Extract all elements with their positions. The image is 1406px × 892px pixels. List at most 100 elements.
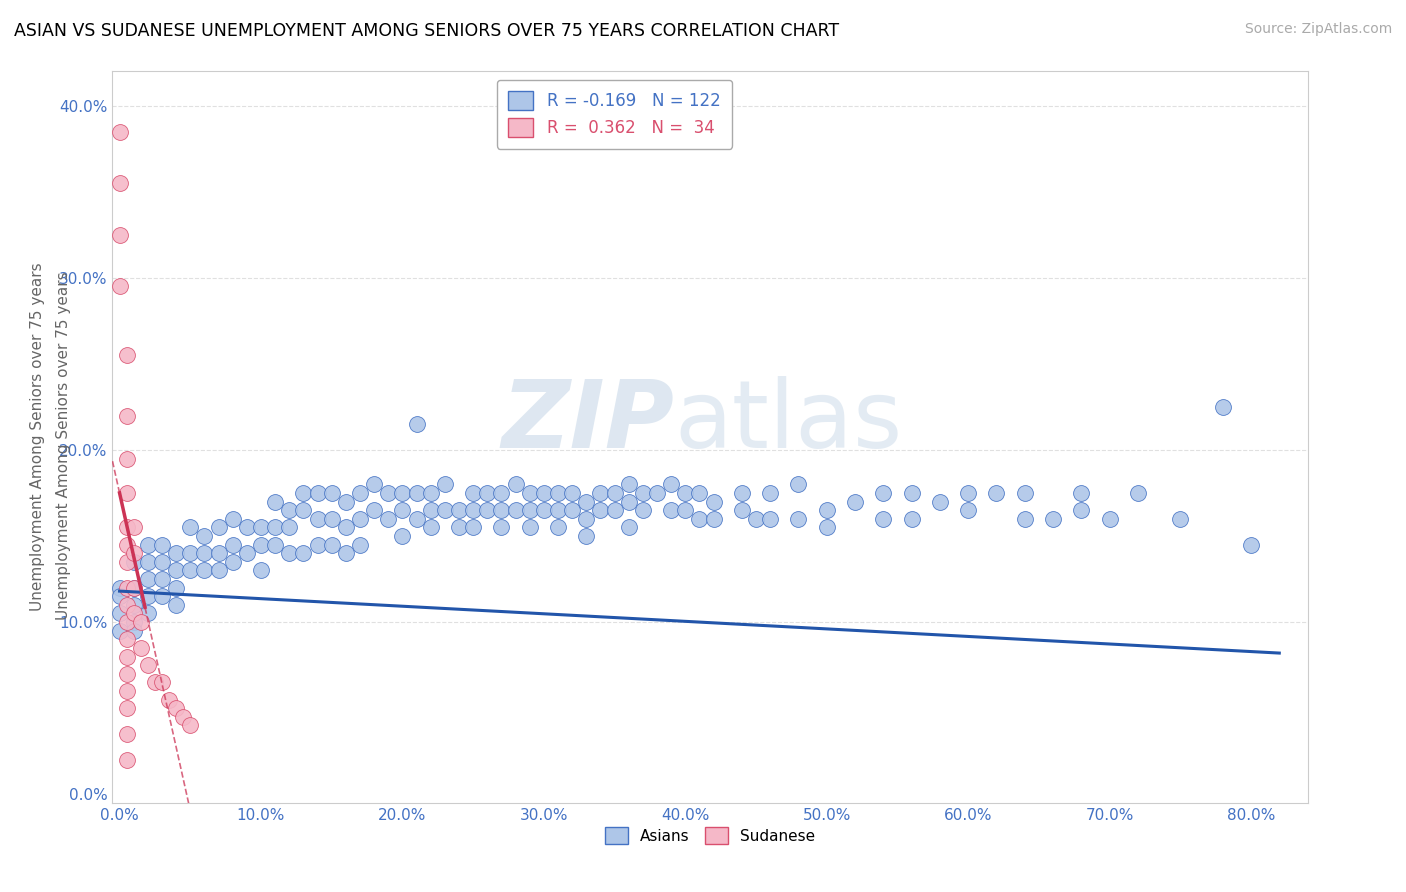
Point	[157, 692, 180, 706]
Point	[575, 512, 598, 526]
Point	[115, 727, 138, 741]
Point	[603, 486, 626, 500]
Point	[631, 486, 654, 500]
Point	[115, 451, 138, 466]
Point	[122, 520, 145, 534]
Text: atlas: atlas	[675, 376, 903, 468]
Point	[278, 546, 301, 560]
Point	[900, 486, 922, 500]
Point	[115, 701, 138, 715]
Point	[1212, 400, 1234, 414]
Point	[447, 520, 470, 534]
Point	[617, 494, 640, 508]
Point	[349, 512, 371, 526]
Point	[150, 589, 173, 603]
Point	[143, 675, 166, 690]
Point	[108, 589, 131, 603]
Point	[477, 503, 499, 517]
Point	[172, 710, 194, 724]
Point	[122, 581, 145, 595]
Point	[165, 546, 187, 560]
Point	[377, 486, 399, 500]
Point	[575, 494, 598, 508]
Point	[179, 564, 201, 578]
Point	[363, 477, 385, 491]
Point	[1014, 486, 1036, 500]
Point	[419, 486, 441, 500]
Point	[321, 538, 343, 552]
Point	[222, 538, 245, 552]
Text: ZIP: ZIP	[502, 376, 675, 468]
Point	[207, 520, 229, 534]
Point	[759, 512, 782, 526]
Point	[250, 564, 273, 578]
Point	[222, 555, 245, 569]
Point	[957, 486, 980, 500]
Point	[307, 512, 329, 526]
Point	[136, 555, 159, 569]
Point	[377, 512, 399, 526]
Point	[115, 348, 138, 362]
Text: Source: ZipAtlas.com: Source: ZipAtlas.com	[1244, 22, 1392, 37]
Point	[335, 520, 357, 534]
Point	[703, 494, 725, 508]
Point	[236, 546, 259, 560]
Point	[815, 520, 838, 534]
Point	[405, 512, 427, 526]
Point	[363, 503, 385, 517]
Point	[321, 512, 343, 526]
Point	[115, 753, 138, 767]
Point	[193, 564, 215, 578]
Point	[207, 546, 229, 560]
Point	[617, 520, 640, 534]
Point	[264, 538, 287, 552]
Point	[115, 615, 138, 629]
Point	[419, 520, 441, 534]
Point	[335, 546, 357, 560]
Point	[463, 486, 485, 500]
Point	[250, 520, 273, 534]
Point	[136, 538, 159, 552]
Point	[292, 486, 315, 500]
Point	[321, 486, 343, 500]
Point	[561, 486, 583, 500]
Point	[589, 486, 612, 500]
Point	[115, 684, 138, 698]
Point	[122, 607, 145, 621]
Point	[193, 529, 215, 543]
Point	[505, 477, 527, 491]
Point	[122, 624, 145, 638]
Point	[491, 520, 513, 534]
Point	[1240, 538, 1263, 552]
Point	[108, 227, 131, 242]
Point	[179, 718, 201, 732]
Point	[391, 529, 413, 543]
Point	[659, 477, 682, 491]
Point	[759, 486, 782, 500]
Point	[1168, 512, 1191, 526]
Point	[115, 598, 138, 612]
Point	[433, 477, 456, 491]
Point	[561, 503, 583, 517]
Point	[787, 477, 810, 491]
Point	[129, 640, 152, 655]
Point	[547, 503, 569, 517]
Point	[292, 503, 315, 517]
Point	[547, 486, 569, 500]
Point	[292, 546, 315, 560]
Point	[129, 615, 152, 629]
Point	[150, 572, 173, 586]
Point	[688, 512, 710, 526]
Point	[136, 589, 159, 603]
Point	[179, 520, 201, 534]
Point	[463, 503, 485, 517]
Point	[122, 598, 145, 612]
Point	[745, 512, 768, 526]
Point	[193, 546, 215, 560]
Point	[165, 598, 187, 612]
Point	[250, 538, 273, 552]
Point	[589, 503, 612, 517]
Point	[703, 512, 725, 526]
Point	[533, 503, 555, 517]
Point	[519, 503, 541, 517]
